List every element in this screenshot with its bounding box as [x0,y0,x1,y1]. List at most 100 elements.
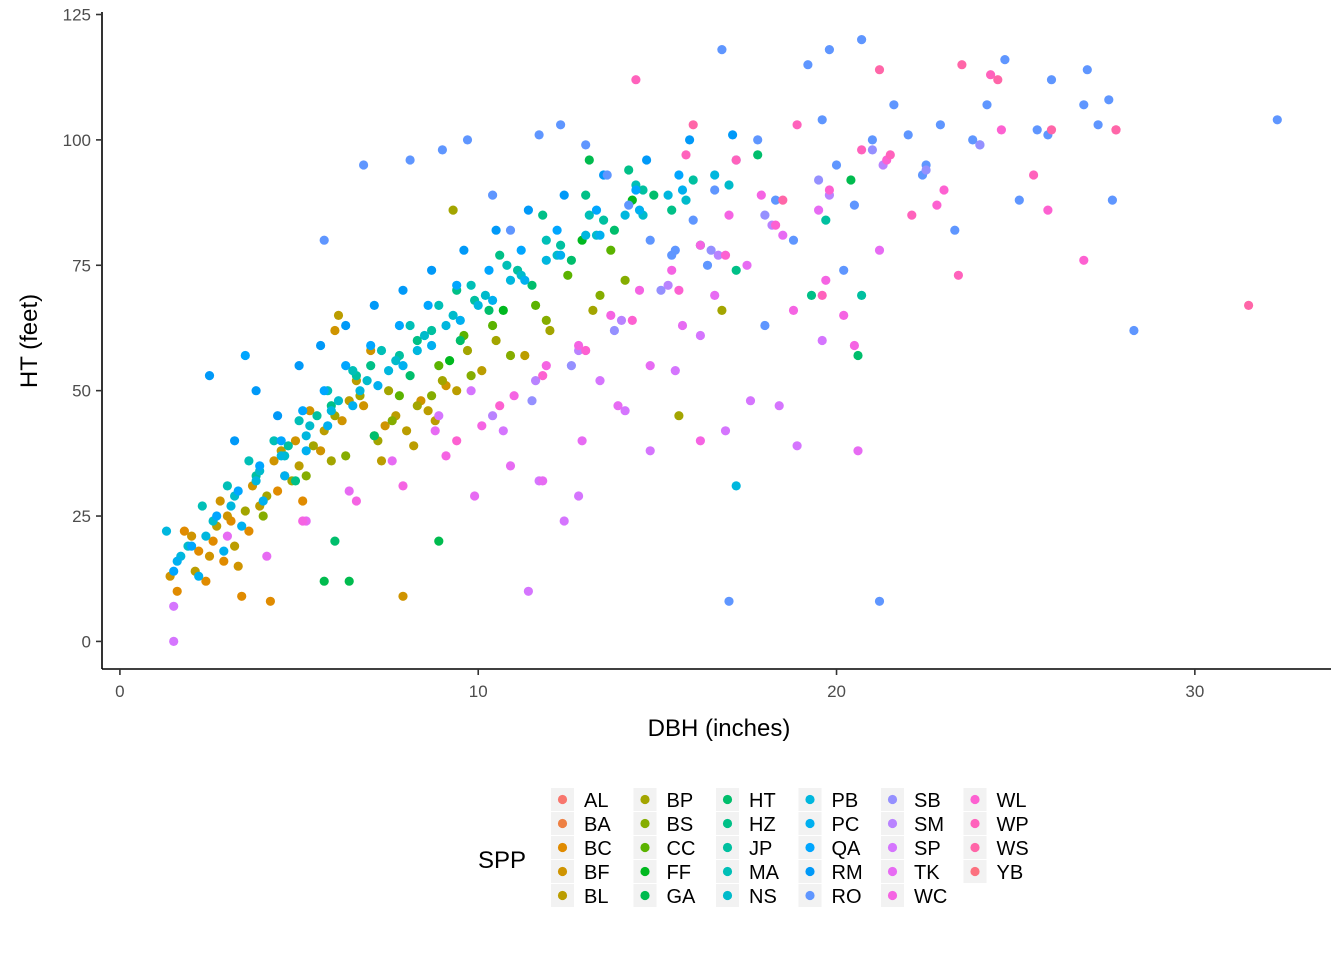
data-point [505,275,516,285]
legend-label: HZ [749,814,776,836]
legend-key [722,890,733,901]
data-point [290,436,301,446]
data-point [434,300,444,310]
data-point [1032,125,1042,135]
data-point [323,421,333,431]
data-point [276,436,286,446]
legend-key [805,890,815,901]
data-point [609,225,620,235]
data-point [520,275,530,285]
legend-key [887,818,898,829]
data-point [509,391,519,401]
data-point [459,245,469,255]
data-point [574,491,584,501]
data-point [523,586,534,596]
data-point [204,371,215,381]
data-point [201,576,211,586]
data-point [330,325,340,336]
legend-key [722,866,733,877]
data-point [237,521,247,531]
data-point [502,260,512,270]
data-point [531,300,541,310]
data-point [817,335,827,346]
data-point [867,135,878,145]
data-point [663,280,673,290]
data-point [319,386,329,396]
legend-label: WS [997,838,1029,860]
legend-label: SB [914,790,941,812]
data-point [505,350,516,361]
data-point [466,386,476,396]
data-point [982,100,992,110]
data-point [745,396,756,406]
data-point [498,305,508,315]
data-point [788,305,799,315]
y-axis-title: HT (feet) [16,294,43,388]
data-point [280,471,290,481]
data-point [477,366,487,376]
data-point [452,436,462,446]
data-point [953,270,964,280]
data-point [645,446,655,456]
data-point [351,496,361,506]
data-point [197,501,207,511]
data-point [907,210,917,220]
data-point [298,406,308,416]
legend-key [557,794,568,805]
data-point [688,175,698,185]
data-point [724,596,734,606]
data-point [491,225,501,235]
data-point [631,185,641,195]
data-point [710,290,720,300]
data-point [713,250,723,260]
data-point [792,120,802,130]
data-point [341,451,351,461]
data-point [631,75,641,85]
data-point [341,320,351,331]
data-point [409,441,419,451]
data-point [455,335,465,346]
x-tick-label: 10 [469,682,488,701]
data-point [398,285,408,295]
data-point [262,551,272,561]
data-point [316,446,326,456]
data-point [366,361,376,371]
data-point [849,340,860,351]
data-point [222,481,232,491]
legend-key [557,866,568,877]
data-point [344,576,354,586]
data-point [233,486,243,496]
data-point [1029,170,1039,180]
data-point [720,250,731,260]
data-point [642,155,652,165]
data-point [251,386,261,396]
data-point [670,245,680,255]
data-point [710,170,720,180]
data-point [717,45,727,55]
data-point [584,155,594,165]
data-point [566,255,577,265]
data-point [412,335,422,346]
data-point [817,115,827,125]
data-point [495,401,505,411]
data-point [527,280,537,290]
data-point [552,225,562,235]
data-point [677,320,688,331]
x-axis-title: DBH (inches) [648,715,791,742]
data-point [391,356,401,366]
legend-label: SP [914,838,941,860]
data-point [806,290,817,300]
data-point [849,200,860,210]
data-point [538,371,548,381]
legend-label: WL [997,790,1027,812]
data-point [337,416,347,426]
data-point [724,180,734,190]
legend-title: SPP [478,847,526,874]
legend-label: QA [832,838,862,860]
data-point [169,566,179,576]
data-point [269,436,279,446]
legend-label: RM [832,862,863,884]
data-point [638,185,648,195]
data-point [681,195,691,205]
